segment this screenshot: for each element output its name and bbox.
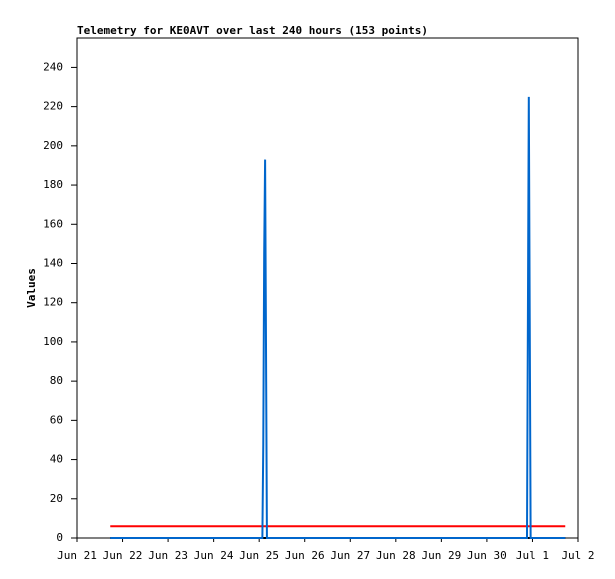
y-tick-label: 40 xyxy=(50,453,63,466)
y-tick-label: 100 xyxy=(43,335,63,348)
plot-frame xyxy=(76,37,579,539)
y-tick-label: 240 xyxy=(43,60,63,73)
y-tick-label: 160 xyxy=(43,217,63,230)
x-tick-label: Jun 21 xyxy=(57,549,97,562)
y-tick-label: 20 xyxy=(50,492,63,505)
y-axis-label: Values xyxy=(25,268,38,308)
x-tick-label: Jun 25 xyxy=(239,549,279,562)
x-tick-label: Jun 28 xyxy=(376,549,416,562)
y-tick-label: 0 xyxy=(56,531,63,544)
x-tick-label: Jun 30 xyxy=(467,549,507,562)
x-tick-label: Jul 1 xyxy=(516,549,549,562)
series-line xyxy=(110,96,566,539)
x-tick-label: Jun 27 xyxy=(330,549,370,562)
y-tick-label: 60 xyxy=(50,413,63,426)
x-tick-label: Jul 2 xyxy=(561,549,594,562)
x-tick-label: Jun 26 xyxy=(285,549,325,562)
y-tick-label: 200 xyxy=(43,139,63,152)
chart-title: Telemetry for KE0AVT over last 240 hours… xyxy=(77,24,428,37)
y-tick-label: 220 xyxy=(43,100,63,113)
x-tick-label: Jun 23 xyxy=(148,549,188,562)
y-tick-label: 140 xyxy=(43,256,63,269)
y-tick-label: 80 xyxy=(50,374,63,387)
x-tick-label: Jun 22 xyxy=(103,549,143,562)
y-tick-label: 120 xyxy=(43,296,63,309)
y-tick-label: 180 xyxy=(43,178,63,191)
x-tick-label: Jun 29 xyxy=(421,549,461,562)
x-tick-label: Jun 24 xyxy=(194,549,234,562)
